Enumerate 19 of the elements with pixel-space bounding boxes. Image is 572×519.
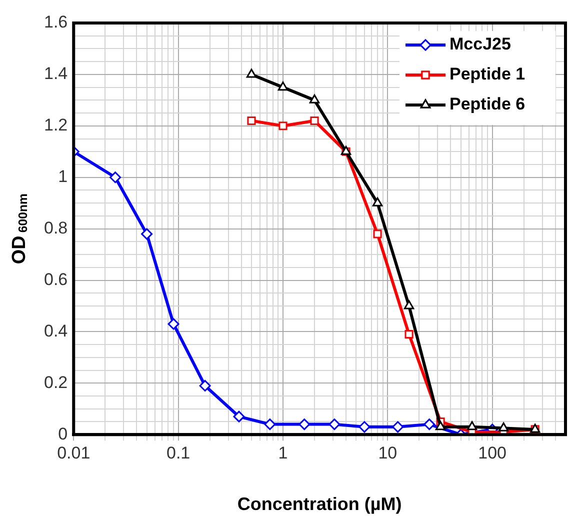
y-axis-title: OD600nm [9,193,30,264]
y-tick-label: 1 [58,167,68,186]
y-tick-label: 1.4 [44,64,68,84]
legend-label: MccJ25 [450,34,511,54]
x-tick-label: 100 [478,443,507,462]
legend-label: Peptide 1 [450,64,526,84]
y-tick-label: 1.6 [44,12,68,32]
y-tick-label: 0 [58,424,68,444]
x-tick-label: 1 [278,443,288,462]
x-tick-label: 0.1 [166,443,190,462]
y-tick-label: 0.2 [44,372,68,392]
x-tick-label: 10 [378,443,398,462]
legend-label: Peptide 6 [450,94,526,114]
y-tick-label: 0.4 [44,321,68,340]
y-tick-label: 0.6 [44,270,68,289]
x-axis-title: Concentration (µM) [237,494,402,514]
y-tick-label: 1.2 [44,116,68,135]
x-tick-label: 0.01 [57,443,90,462]
y-tick-label: 0.8 [44,218,68,238]
